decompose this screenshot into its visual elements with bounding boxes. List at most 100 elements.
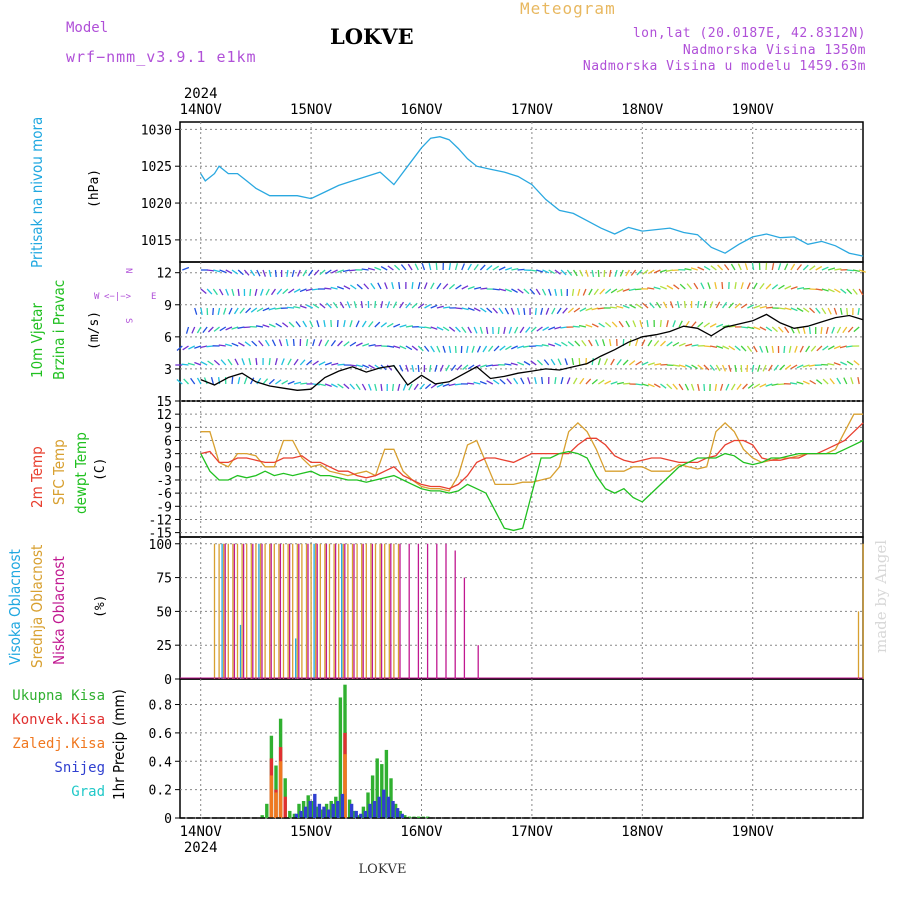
wind-arrow xyxy=(268,323,276,328)
wind-arrow xyxy=(217,307,221,316)
wind-arrow xyxy=(306,304,313,309)
precip-bar xyxy=(322,806,326,818)
wind-arrow xyxy=(639,320,643,328)
wind-arrow xyxy=(476,345,481,353)
wind-arrow xyxy=(262,269,267,277)
wind-arrow xyxy=(393,323,401,328)
wind-arrow xyxy=(852,269,860,273)
wind-arrow xyxy=(241,358,246,366)
wind-arrow xyxy=(622,359,629,366)
wind-arrow xyxy=(268,269,272,277)
wind-arrow xyxy=(802,364,810,368)
wind-arrow xyxy=(225,269,233,274)
wind-arrow xyxy=(448,383,456,387)
precip-bar xyxy=(260,815,264,818)
wind-arrow xyxy=(442,326,450,332)
wind-arrow xyxy=(744,263,749,271)
wind-arrow xyxy=(536,326,543,332)
wind-arrow xyxy=(815,307,821,314)
wind-arrow xyxy=(319,269,326,275)
wind-arrow xyxy=(535,288,541,296)
wind-arrow xyxy=(405,345,413,351)
wind-arrow xyxy=(697,301,700,309)
wind-arrow xyxy=(368,364,376,369)
wind-arrow xyxy=(597,307,605,310)
wind-arrow xyxy=(734,281,737,290)
wind-arrow xyxy=(821,307,827,315)
x-tick-label-bottom: 17NOV xyxy=(511,824,554,840)
wind-arrow xyxy=(571,357,575,366)
wind-arrow xyxy=(629,360,636,366)
wind-arrow xyxy=(684,268,692,271)
wind-arrow xyxy=(305,288,313,292)
wind-arrow xyxy=(660,340,666,347)
model-altitude-label: Nadmorska Visina u modelu 1459.63m xyxy=(582,59,866,74)
wind-arrow xyxy=(788,345,792,353)
wind-arrow xyxy=(231,288,235,296)
wind-arrow xyxy=(288,321,295,328)
wind-arrow xyxy=(808,364,816,367)
precip-bar xyxy=(308,800,312,818)
precip-bar xyxy=(354,810,358,818)
precip-bar xyxy=(334,796,338,818)
clouds-ytick-label: 100 xyxy=(149,538,172,553)
precip-bar xyxy=(331,803,335,818)
precip-legend-item: Zaledj.Kisa xyxy=(12,736,105,752)
wind-arrow xyxy=(391,282,395,290)
wind-arrow xyxy=(716,323,724,328)
wind-arrow xyxy=(796,264,803,271)
precip-bar xyxy=(299,810,303,818)
precip-bar xyxy=(340,793,345,818)
wind-arrow xyxy=(779,364,786,371)
wind-arrow xyxy=(200,361,208,366)
pressure-ytick-label: 1030 xyxy=(141,123,172,138)
wind-arrow xyxy=(685,343,693,347)
wind-arrow xyxy=(176,379,183,385)
wind-arrow xyxy=(349,320,353,328)
wind-arrow xyxy=(285,338,289,347)
wind-arrow xyxy=(846,269,854,272)
compass-dashes: <−|−> xyxy=(104,292,132,302)
wind-arrow xyxy=(309,320,314,328)
precip-legend-item: Konvek.Kisa xyxy=(12,712,105,728)
wind-arrow xyxy=(802,380,810,385)
wind-arrow xyxy=(436,305,444,309)
wind-arrow xyxy=(287,358,292,366)
wind-arrow xyxy=(551,307,556,315)
wind-arrow xyxy=(461,307,469,311)
wind-arrow xyxy=(467,307,475,312)
wind-arrow xyxy=(566,269,573,276)
wind-ytick-label: 6 xyxy=(164,331,172,346)
wind-arrow xyxy=(243,326,251,329)
wind-arrow xyxy=(572,325,580,328)
wind-arrow xyxy=(678,364,686,368)
wind-arrow xyxy=(293,358,299,366)
wind-arrow xyxy=(560,377,564,385)
wind-arrow xyxy=(790,364,798,370)
wind-arrow xyxy=(408,383,413,391)
wind-arrow xyxy=(442,283,449,290)
wind-arrow xyxy=(529,269,538,272)
temperature-ytick-label: -6 xyxy=(156,487,172,502)
wind-arrow xyxy=(231,376,234,385)
wind-arrow xyxy=(355,320,360,328)
wind-arrow xyxy=(845,345,854,348)
wind-arrow xyxy=(751,262,755,271)
precip-bar xyxy=(343,754,347,818)
wind-arrow xyxy=(493,345,500,352)
wind-arrow xyxy=(505,267,513,271)
wind-arrow xyxy=(436,282,442,290)
pressure-ytick-label: 1025 xyxy=(141,160,172,175)
wind-arrow xyxy=(802,326,806,334)
wind-arrow xyxy=(725,383,730,391)
wind-arrow xyxy=(827,267,836,271)
wind-arrow xyxy=(816,379,823,385)
wind-arrow xyxy=(492,379,500,385)
wind-arrow xyxy=(665,269,674,272)
year-label-bottom: 2024 xyxy=(184,840,218,856)
wind-arrow xyxy=(591,323,599,328)
wind-arrow xyxy=(498,307,504,315)
wind-arrow xyxy=(323,319,326,328)
wind-arrow xyxy=(497,326,500,335)
wind-arrow xyxy=(728,302,734,309)
